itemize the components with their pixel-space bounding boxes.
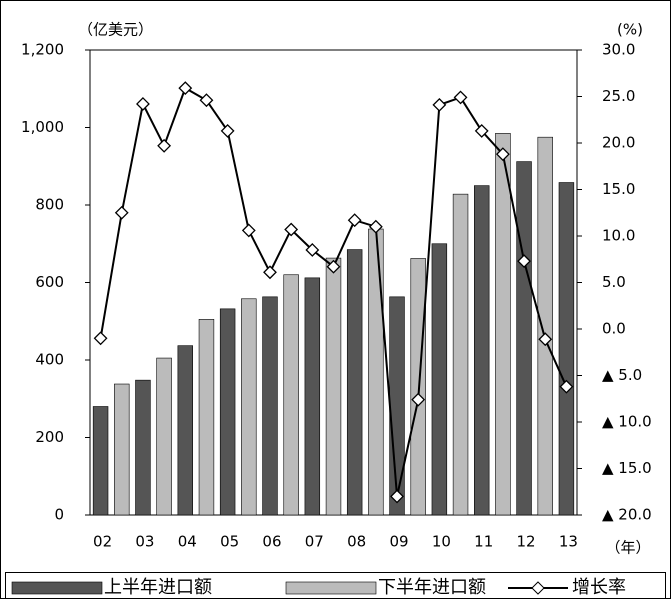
- growth-marker: [263, 265, 277, 280]
- legend-label: 上半年进口额: [104, 577, 212, 598]
- legend-label: 下半年进口额: [378, 577, 486, 598]
- legend-label: 增长率: [572, 577, 626, 598]
- growth-marker: [220, 123, 235, 138]
- y-tick-label: 400: [35, 351, 64, 369]
- x-tick-label: 12: [517, 533, 536, 551]
- y-tick-label: 600: [35, 273, 64, 291]
- y-tick-label: 1,200: [21, 41, 64, 59]
- growth-marker: [368, 219, 383, 234]
- growth-marker: [538, 332, 553, 347]
- bar: [558, 182, 575, 516]
- bar: [219, 308, 236, 516]
- x-tick-label: 07: [305, 533, 324, 551]
- growth-marker: [199, 93, 214, 108]
- legend-swatch: [285, 581, 377, 595]
- x-tick-label: 04: [178, 533, 197, 551]
- y2-tick-label: ▲ 5.0: [602, 366, 642, 384]
- y-tick-label: 1,000: [21, 118, 64, 136]
- bar: [431, 243, 448, 516]
- bar: [283, 274, 299, 516]
- y2-tick-label: ▲ 20.0: [602, 506, 652, 524]
- y2-tick-label: 20.0: [602, 134, 635, 152]
- growth-marker: [93, 331, 108, 346]
- bar: [516, 161, 532, 516]
- x-tick-label: 10: [432, 533, 451, 551]
- x-tick-label: 03: [135, 533, 154, 551]
- y2-tick-label: 15.0: [602, 180, 635, 198]
- growth-marker: [157, 138, 172, 153]
- growth-marker: [178, 81, 193, 96]
- growth-marker: [305, 243, 320, 257]
- y2-tick-label: 30.0: [602, 41, 635, 59]
- bar: [325, 257, 342, 516]
- growth-marker: [411, 392, 426, 407]
- y-axis-unit: （亿美元）: [78, 21, 153, 39]
- y2-tick-label: 0.0: [602, 320, 626, 338]
- growth-marker: [495, 147, 510, 162]
- bar: [495, 133, 511, 516]
- x-tick-label: 08: [347, 533, 366, 551]
- bar: [262, 296, 278, 516]
- bar: [156, 357, 172, 516]
- bar: [537, 136, 553, 516]
- x-tick-label: 05: [220, 533, 239, 551]
- growth-marker: [453, 90, 468, 105]
- y2-tick-label: ▲ 10.0: [602, 413, 652, 431]
- bar: [241, 298, 257, 516]
- growth-marker: [241, 223, 256, 238]
- y2-tick-label: 10.0: [602, 227, 635, 245]
- bar: [368, 228, 384, 516]
- bar: [177, 345, 193, 516]
- legend-box: [5, 572, 666, 599]
- bar: [198, 319, 215, 516]
- bar: [92, 406, 109, 516]
- bar: [389, 296, 405, 516]
- growth-marker: [136, 97, 150, 111]
- growth-marker: [474, 123, 489, 138]
- legend-marker: [531, 581, 545, 595]
- y2-tick-label: ▲ 15.0: [602, 459, 652, 477]
- y2-axis-unit: (%): [617, 21, 643, 39]
- legend-swatch: [11, 581, 103, 595]
- bar: [474, 185, 490, 516]
- growth-marker: [517, 254, 531, 269]
- y2-tick-label: 5.0: [602, 273, 626, 291]
- y2-tick-label: 25.0: [602, 87, 635, 105]
- x-axis-unit: （年）: [605, 539, 650, 557]
- bar: [114, 383, 130, 516]
- y-tick-label: 200: [35, 428, 64, 446]
- x-tick-label: 11: [474, 533, 493, 551]
- x-tick-label: 02: [93, 533, 112, 551]
- bar: [135, 379, 151, 516]
- growth-marker: [432, 97, 447, 112]
- growth-marker: [347, 213, 362, 228]
- y-tick-label: 0: [54, 506, 64, 524]
- growth-marker: [326, 259, 341, 274]
- y-tick-label: 800: [35, 196, 64, 214]
- bar: [452, 193, 469, 516]
- growth-marker: [559, 379, 574, 394]
- x-tick-label: 13: [559, 533, 578, 551]
- bar: [346, 249, 363, 516]
- growth-marker: [114, 205, 129, 220]
- growth-marker: [284, 222, 299, 237]
- x-tick-label: 06: [262, 533, 281, 551]
- growth-marker: [390, 489, 404, 504]
- bar: [304, 277, 321, 516]
- x-tick-label: 09: [389, 533, 408, 551]
